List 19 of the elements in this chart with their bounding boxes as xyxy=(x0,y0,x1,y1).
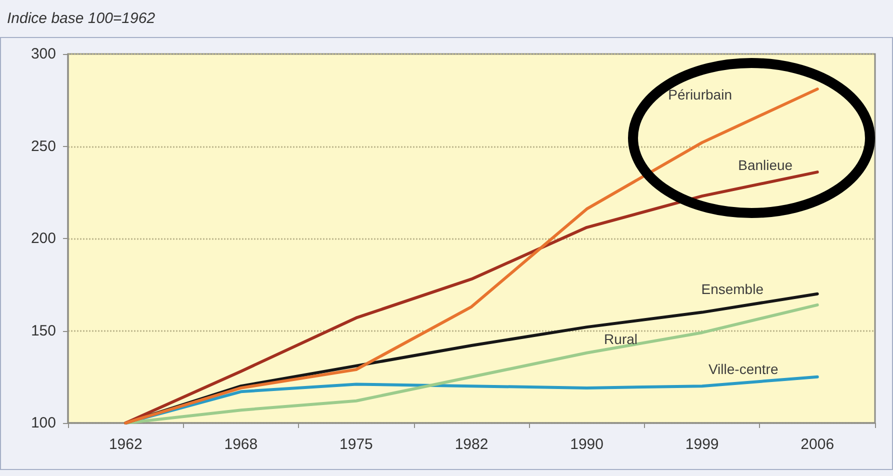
series-label: Ensemble xyxy=(701,280,764,297)
series-label: Périurbain xyxy=(668,86,732,103)
series-label: Banlieue xyxy=(738,157,793,174)
x-tick-label: 1962 xyxy=(108,436,142,453)
x-tick-label: 1968 xyxy=(224,436,258,453)
y-tick-label: 300 xyxy=(30,46,56,62)
x-tick-label: 1975 xyxy=(340,436,373,453)
series-label: Ville-centre xyxy=(708,360,778,377)
series-label: Rural xyxy=(604,330,638,347)
x-tick-label: 2006 xyxy=(800,436,834,453)
x-tick-label: 1999 xyxy=(685,436,719,453)
y-tick-label: 200 xyxy=(30,230,56,247)
y-tick-label: 100 xyxy=(30,414,56,432)
y-tick-label: 150 xyxy=(30,322,56,340)
line-series xyxy=(124,88,819,424)
y-tick-label: 250 xyxy=(30,138,56,155)
x-tick-label: 1990 xyxy=(570,436,604,453)
chart-subtitle: Indice base 100=1962 xyxy=(7,10,156,27)
x-tick-label: 1982 xyxy=(454,436,488,453)
